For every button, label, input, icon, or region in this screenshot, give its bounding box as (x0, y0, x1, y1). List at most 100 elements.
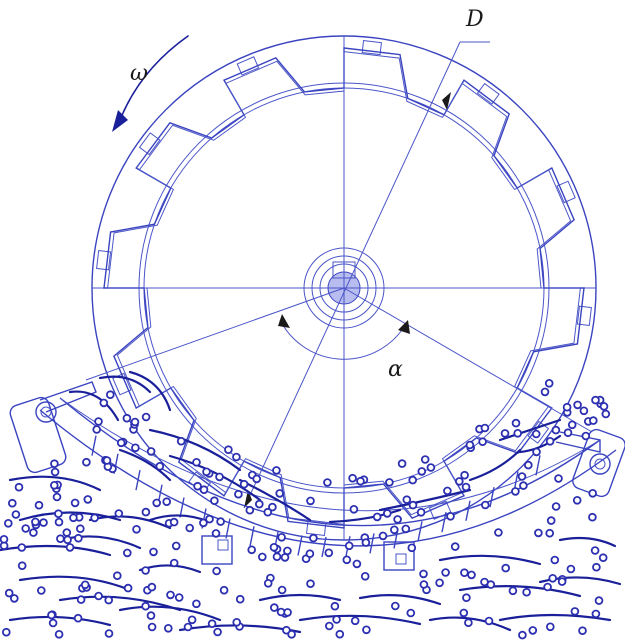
particle (324, 621, 334, 631)
particle (9, 594, 19, 603)
particle (441, 568, 450, 577)
particle (39, 518, 48, 527)
particle (174, 593, 184, 602)
particle (65, 543, 75, 552)
particle (408, 475, 418, 485)
grate-bar (417, 521, 423, 542)
fiber (358, 594, 442, 606)
fiber (518, 434, 562, 454)
particle (573, 400, 582, 410)
particle (171, 541, 181, 551)
fiber (258, 593, 342, 602)
particle (141, 601, 150, 611)
particle (598, 553, 608, 562)
particle (102, 456, 112, 465)
particle (494, 528, 503, 537)
particle (450, 542, 460, 551)
particle (523, 460, 533, 470)
particle (252, 474, 262, 484)
particle (352, 559, 362, 569)
grate-bar (179, 497, 185, 518)
particle (146, 611, 156, 620)
particle (147, 582, 157, 592)
particle (588, 512, 597, 522)
particle (480, 500, 490, 510)
tooth-profile (103, 47, 585, 529)
particle (7, 498, 17, 508)
particle (349, 504, 359, 514)
particle (4, 518, 13, 528)
particle (247, 545, 257, 555)
particle (146, 447, 156, 456)
particle (435, 578, 444, 588)
particle (92, 425, 101, 434)
particle (416, 507, 426, 517)
particle (0, 535, 9, 544)
tooth-bracket (138, 132, 161, 156)
particle (257, 552, 267, 562)
particle (335, 629, 345, 639)
particle (205, 514, 214, 524)
fiber (148, 428, 242, 472)
particle (594, 596, 604, 605)
particle (546, 516, 556, 525)
particle (460, 568, 469, 577)
particle (104, 595, 113, 605)
particle (90, 513, 99, 523)
particle (522, 587, 531, 597)
particle (14, 482, 24, 492)
particle (36, 586, 46, 595)
particle (543, 582, 552, 592)
particle (155, 461, 165, 471)
particle (534, 528, 543, 538)
tooth-bracket (236, 56, 260, 76)
particle (50, 459, 59, 469)
particle (211, 529, 221, 538)
particle (141, 566, 150, 575)
grate-bar (465, 500, 471, 521)
grate-bar (321, 536, 327, 558)
particle (462, 593, 471, 602)
particle (378, 531, 388, 541)
particle (21, 524, 31, 533)
particle (210, 496, 219, 506)
particle (563, 428, 573, 438)
particle (531, 429, 541, 439)
particle (70, 498, 80, 508)
particle (185, 523, 195, 533)
particle (591, 609, 601, 619)
tooth-bracket (476, 82, 500, 105)
fiber (428, 616, 512, 632)
particle (382, 509, 392, 518)
particle (131, 443, 140, 453)
fiber (68, 390, 120, 422)
particle (579, 406, 589, 416)
particle (591, 395, 600, 405)
particle (554, 474, 563, 483)
particle (263, 578, 273, 588)
particle (277, 532, 286, 542)
particle (588, 416, 598, 425)
particle (130, 417, 140, 427)
fiber (328, 508, 402, 524)
particle (4, 588, 14, 598)
particle (550, 555, 560, 565)
particle (56, 534, 65, 543)
particle (361, 538, 371, 547)
particle (330, 601, 340, 611)
grate-bar (225, 518, 231, 539)
particle (114, 509, 124, 518)
particle (406, 608, 416, 618)
fiber (118, 448, 172, 482)
particle (592, 562, 601, 572)
particle (578, 626, 587, 635)
particle (122, 413, 132, 423)
particle (443, 486, 452, 496)
particle (385, 478, 394, 487)
particle (426, 463, 436, 472)
grate-bar (441, 511, 447, 533)
particle (254, 499, 264, 509)
particle (508, 586, 518, 596)
particle (104, 629, 114, 638)
particle (356, 476, 365, 486)
